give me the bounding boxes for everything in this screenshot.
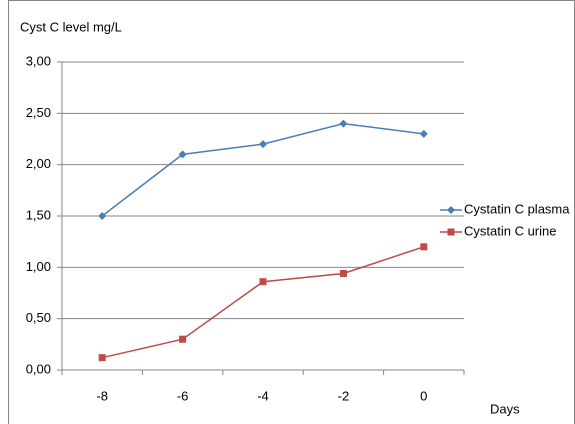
y-tick-label: 2,00 (26, 156, 51, 171)
marker (179, 335, 187, 343)
y-tick-label: 1,00 (26, 259, 51, 274)
series-line (101, 122, 424, 217)
marker (98, 212, 107, 220)
y-tick-label: 1,50 (26, 207, 51, 222)
x-tick-label: -6 (177, 388, 189, 403)
marker (178, 150, 187, 159)
x-tick-label: -8 (96, 388, 108, 403)
y-tick-label: 2,50 (26, 105, 51, 120)
marker (339, 269, 347, 277)
y-tick-label: 0,00 (26, 361, 51, 376)
marker (259, 140, 267, 149)
marker (420, 243, 428, 251)
y-tick-label: 3,00 (26, 53, 51, 68)
series-line (102, 246, 425, 359)
marker (419, 129, 428, 138)
legend-marker (447, 228, 455, 236)
y-axis-label: Cyst C level mg/L (20, 19, 122, 34)
x-tick-label: 0 (420, 388, 427, 403)
marker (259, 278, 267, 286)
legend-label: Cystatin C plasma (464, 201, 570, 216)
y-tick-label: 0,50 (26, 310, 51, 325)
legend-label: Cystatin C urine (464, 223, 556, 238)
marker (339, 119, 348, 128)
x-axis-label: Days (490, 401, 520, 416)
legend-marker (447, 206, 455, 214)
x-tick-label: -2 (338, 388, 350, 403)
marker (98, 354, 106, 362)
x-tick-label: -4 (257, 388, 269, 403)
